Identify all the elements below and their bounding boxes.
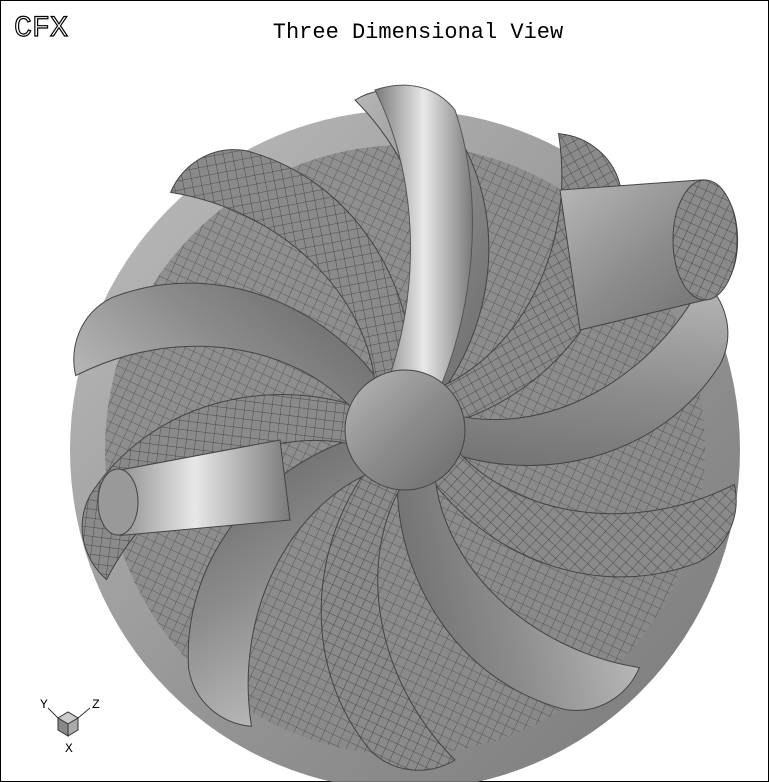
triad-y (47, 707, 59, 719)
logo: CFX (14, 12, 68, 46)
blade-highlight (374, 84, 473, 401)
axis-x: X (65, 741, 73, 756)
axis-z: Z (92, 697, 100, 712)
inlet-opening (97, 468, 139, 536)
outlet-opening (672, 179, 738, 301)
axis-y: Y (40, 697, 48, 712)
triad-z (77, 707, 91, 719)
triad-cube-right (67, 717, 79, 737)
title: Three Dimensional View (273, 20, 563, 45)
hub (344, 369, 466, 491)
axis-triad: Y Z X (40, 697, 100, 756)
